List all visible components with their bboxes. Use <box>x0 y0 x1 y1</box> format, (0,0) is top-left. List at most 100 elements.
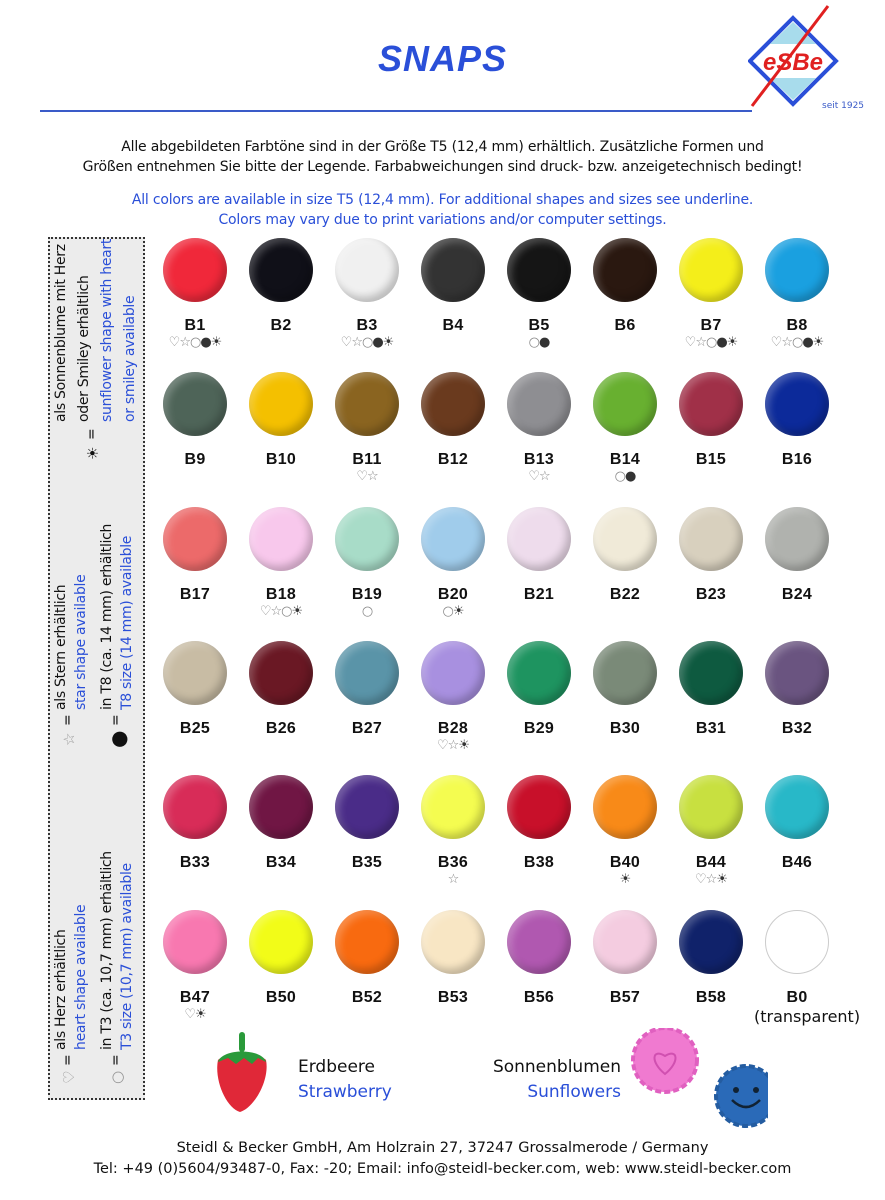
snap-color-circle <box>507 775 571 839</box>
availability-icons <box>668 1008 754 1022</box>
t3-circle-icon: ○ <box>361 604 373 619</box>
color-code: B2 <box>270 317 292 334</box>
snap-color-circle <box>765 507 829 571</box>
color-swatch-b4: B4 <box>410 238 496 350</box>
availability-icons: ☆ <box>410 873 496 887</box>
color-code: B32 <box>781 720 813 737</box>
color-swatch-b20: B20 ○☀ <box>410 507 496 619</box>
snap-color-circle <box>421 641 485 705</box>
color-swatch-b10: B10 <box>238 372 324 484</box>
color-swatch-b2: B2 <box>238 238 324 350</box>
equals-sign: = <box>60 1054 76 1066</box>
availability-icons <box>582 1008 668 1022</box>
star-icon: ☆ <box>447 872 460 887</box>
sunflower-icon: ☀ <box>619 872 632 887</box>
availability-icons: ♡☆ <box>496 470 582 484</box>
snap-color-circle <box>679 641 743 705</box>
snap-color-circle <box>765 238 829 302</box>
color-code: B14 <box>609 451 641 468</box>
color-code: B31 <box>695 720 727 737</box>
color-swatch-b34: B34 <box>238 775 324 887</box>
availability-icons <box>668 739 754 753</box>
star-icon: ☆ <box>351 335 363 350</box>
color-code: B12 <box>437 451 469 468</box>
snap-color-circle <box>507 372 571 436</box>
color-swatch-b1: B1 ♡☆○●☀ <box>152 238 238 350</box>
availability-icons <box>668 470 754 484</box>
availability-icons <box>582 336 668 350</box>
t3-circle-icon: ○ <box>361 335 373 350</box>
availability-icons <box>324 1008 410 1022</box>
availability-icons: ○ <box>324 605 410 619</box>
availability-icons <box>496 605 582 619</box>
legend-t8-de: in T8 (ca. 14 mm) erhältlich <box>99 523 115 710</box>
snap-color-circle <box>421 372 485 436</box>
snap-color-circle <box>249 507 313 571</box>
t3-circle-icon: ○ <box>442 604 454 619</box>
color-swatch-b29: B29 <box>496 641 582 753</box>
intro-line: Größen entnehmen Sie bitte der Legende. … <box>82 159 803 175</box>
snap-color-circle <box>249 641 313 705</box>
availability-icons <box>238 1008 324 1022</box>
availability-icons <box>754 739 840 753</box>
snap-color-circle <box>593 910 657 974</box>
sunflowers-label-en: Sunflowers <box>527 1082 621 1102</box>
availability-icons: ♡☆○●☀ <box>668 336 754 350</box>
color-swatch-b23: B23 <box>668 507 754 619</box>
legend-t8-en: T8 size (14 mm) available <box>119 535 135 710</box>
snap-color-circle <box>163 775 227 839</box>
availability-icons: ♡☆○●☀ <box>324 336 410 350</box>
color-swatch-b38: B38 <box>496 775 582 887</box>
color-swatch-b30: B30 <box>582 641 668 753</box>
snap-color-circle <box>421 775 485 839</box>
sunflower-icon: ☀ <box>84 446 102 460</box>
star-icon: ☆ <box>695 335 707 350</box>
color-code: B4 <box>442 317 464 334</box>
color-swatch-b24: B24 <box>754 507 840 619</box>
availability-icons <box>152 605 238 619</box>
color-swatch-b26: B26 <box>238 641 324 753</box>
color-swatch-b22: B22 <box>582 507 668 619</box>
snap-color-circle <box>765 775 829 839</box>
since-label: seit 1925 <box>822 101 865 111</box>
color-swatch-b12: B12 <box>410 372 496 484</box>
color-swatch-b58: B58 <box>668 910 754 1022</box>
color-code: B36 <box>437 854 469 871</box>
intro-german: Alle abgebildeten Farbtöne sind in der G… <box>0 137 885 177</box>
heart-icon: ♡ <box>684 335 697 350</box>
color-swatch-b8: B8 ♡☆○●☀ <box>754 238 840 350</box>
esbe-logo: eSBe <box>748 5 839 107</box>
color-code: B6 <box>614 317 636 334</box>
t8-dot-icon: ● <box>802 335 813 350</box>
star-icon: ☆ <box>60 732 78 746</box>
availability-icons <box>238 873 324 887</box>
availability-icons: ○● <box>582 470 668 484</box>
snap-color-circle <box>593 507 657 571</box>
intro-line: Alle abgebildeten Farbtöne sind in der G… <box>121 139 764 155</box>
color-code: B5 <box>528 317 550 334</box>
color-swatch-b16: B16 <box>754 372 840 484</box>
color-swatch-b57: B57 <box>582 910 668 1022</box>
color-swatch-b19: B19 ○ <box>324 507 410 619</box>
sunflower-icon: ☀ <box>452 604 465 619</box>
snap-color-circle <box>593 641 657 705</box>
color-code: B15 <box>695 451 727 468</box>
legend-sun-de: oder Smiley erhältlich <box>76 275 92 422</box>
color-code: B17 <box>179 586 211 603</box>
color-swatch-b53: B53 <box>410 910 496 1022</box>
color-swatch-b28: B28 ♡☆☀ <box>410 641 496 753</box>
snap-color-circle <box>335 238 399 302</box>
snap-color-circle <box>335 372 399 436</box>
availability-icons <box>410 470 496 484</box>
snap-color-circle <box>765 641 829 705</box>
snap-color-circle <box>249 910 313 974</box>
intro-line: All colors are available in size T5 (12,… <box>131 192 754 208</box>
availability-icons <box>152 739 238 753</box>
color-code: B26 <box>265 720 297 737</box>
color-code: B23 <box>695 586 727 603</box>
sunflower-icon: ☀ <box>726 335 739 350</box>
availability-icons <box>754 605 840 619</box>
color-code: B10 <box>265 451 297 468</box>
snap-color-circle <box>163 372 227 436</box>
sunflower-icon: ☀ <box>716 872 728 887</box>
